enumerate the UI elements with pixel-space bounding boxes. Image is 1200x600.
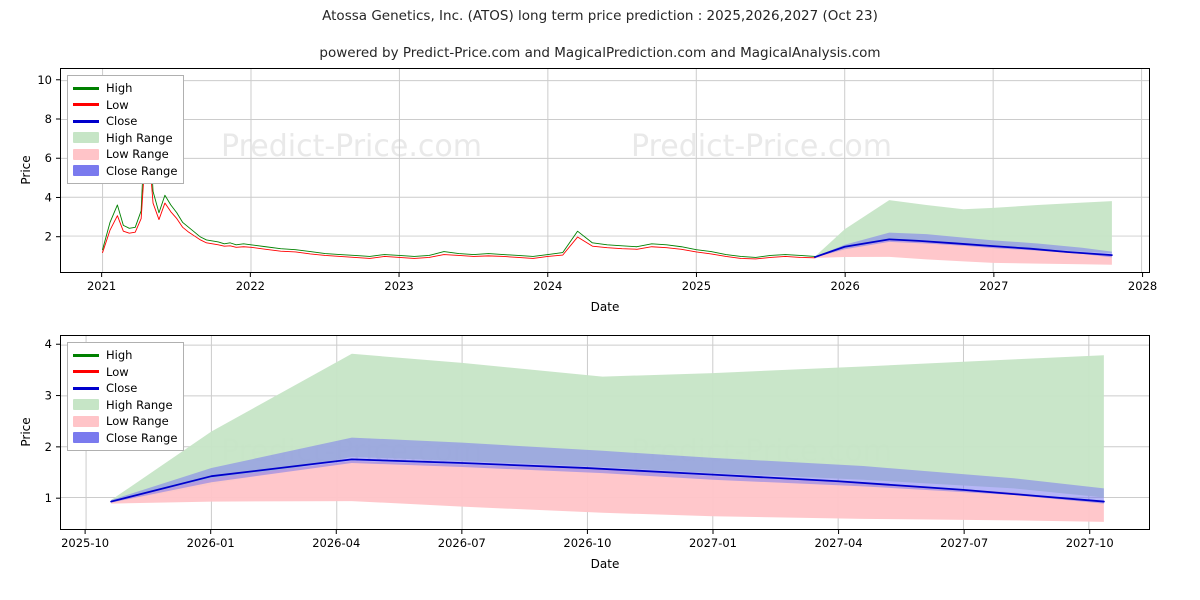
chart-top-legend: High Low Close High Range Low Range Close Ran… <box>67 75 185 184</box>
svg-text:2: 2 <box>45 230 52 244</box>
chart-top-xlabel: Date <box>590 300 620 314</box>
chart-bottom: Predict-Price.com Predict-Price.com 2025… <box>19 335 1150 571</box>
legend-swatch-close <box>73 386 99 390</box>
chart-top-ylabel: Price <box>19 155 33 185</box>
svg-text:4: 4 <box>45 337 52 351</box>
legend-swatch-low-range <box>73 415 99 427</box>
legend-swatch-close-range <box>73 432 99 444</box>
legend-label: High <box>106 81 133 95</box>
legend-swatch-close-range <box>73 165 99 177</box>
svg-text:4: 4 <box>45 190 52 204</box>
svg-text:2027-07: 2027-07 <box>940 536 988 550</box>
legend-swatch-low <box>73 103 99 107</box>
legend-item-low: Low <box>73 97 177 114</box>
legend-label: Low <box>106 97 129 112</box>
legend-label: Close Range <box>106 430 178 445</box>
legend-swatch-high-range <box>73 399 99 411</box>
svg-text:2021: 2021 <box>87 279 116 293</box>
svg-text:2028: 2028 <box>1128 279 1157 293</box>
svg-text:2022: 2022 <box>236 279 265 293</box>
legend-label: High Range <box>106 397 173 412</box>
legend-label: Close Range <box>106 163 178 178</box>
legend-label: High <box>106 348 133 362</box>
legend-item-close-range: Close Range <box>73 430 177 447</box>
legend-label: Low <box>106 364 129 379</box>
legend-label: Low Range <box>106 147 169 161</box>
chart-top-axis: 2021 2022 2023 2024 2025 2026 2027 2028 2 4 6 8 10 <box>37 73 1157 293</box>
legend-item-close: Close <box>73 113 177 130</box>
legend-item-close-range: Close Range <box>73 163 177 180</box>
svg-text:2024: 2024 <box>533 279 562 293</box>
svg-text:2027-10: 2027-10 <box>1066 536 1114 550</box>
svg-text:10: 10 <box>37 73 52 87</box>
legend-label: Close <box>106 381 138 395</box>
chart-bottom-plot-area: Predict-Price.com Predict-Price.com <box>60 335 1150 530</box>
svg-text:2026-07: 2026-07 <box>438 536 486 550</box>
legend-swatch-low <box>73 370 99 374</box>
legend-item-high-range: High Range <box>73 130 177 147</box>
svg-text:2026: 2026 <box>831 279 860 293</box>
svg-text:2023: 2023 <box>384 279 413 293</box>
legend-swatch-low-range <box>73 148 99 160</box>
svg-text:2026-04: 2026-04 <box>312 536 360 550</box>
legend-swatch-high <box>73 86 99 90</box>
legend-item-high: High <box>73 80 177 97</box>
svg-text:1: 1 <box>45 491 52 505</box>
svg-text:2026-01: 2026-01 <box>187 536 235 550</box>
legend-swatch-close <box>73 119 99 123</box>
page-subtitle: powered by Predict-Price.com and Magical… <box>319 45 881 61</box>
legend-item-low-range: Low Range <box>73 413 177 430</box>
svg-text:2: 2 <box>45 440 52 454</box>
legend-label: Close <box>106 114 138 128</box>
legend-item-high: High <box>73 347 177 364</box>
legend-swatch-high-range <box>73 132 99 144</box>
chart-top-canvas <box>61 69 1149 272</box>
legend-item-high-range: High Range <box>73 397 177 414</box>
legend-label: High Range <box>106 130 173 145</box>
svg-text:2025-10: 2025-10 <box>61 536 109 550</box>
svg-text:2027-04: 2027-04 <box>815 536 863 550</box>
legend-item-close: Close <box>73 380 177 397</box>
svg-text:2027-01: 2027-01 <box>689 536 737 550</box>
svg-text:2025: 2025 <box>682 279 711 293</box>
chart-top: Predict-Price.com Predict-Price.com 2021… <box>19 68 1157 314</box>
page-title: Atossa Genetics, Inc. (ATOS) long term p… <box>322 8 878 24</box>
chart-bottom-canvas <box>61 336 1149 529</box>
svg-text:2027: 2027 <box>979 279 1008 293</box>
legend-item-low-range: Low Range <box>73 146 177 163</box>
legend-swatch-high <box>73 353 99 357</box>
chart-bottom-xlabel: Date <box>590 557 620 571</box>
svg-text:3: 3 <box>45 389 52 403</box>
svg-text:6: 6 <box>45 151 52 165</box>
chart-bottom-ylabel: Price <box>19 417 33 447</box>
chart-bottom-legend: High Low Close High Range Low Range Close Ran… <box>67 342 185 451</box>
legend-item-low: Low <box>73 364 177 381</box>
svg-text:2026-10: 2026-10 <box>563 536 611 550</box>
legend-label: Low Range <box>106 414 169 428</box>
svg-text:8: 8 <box>45 112 52 126</box>
chart-bottom-axis: 2025-10 2026-01 2026-04 2026-07 2026-10 2027-… <box>45 337 1114 550</box>
